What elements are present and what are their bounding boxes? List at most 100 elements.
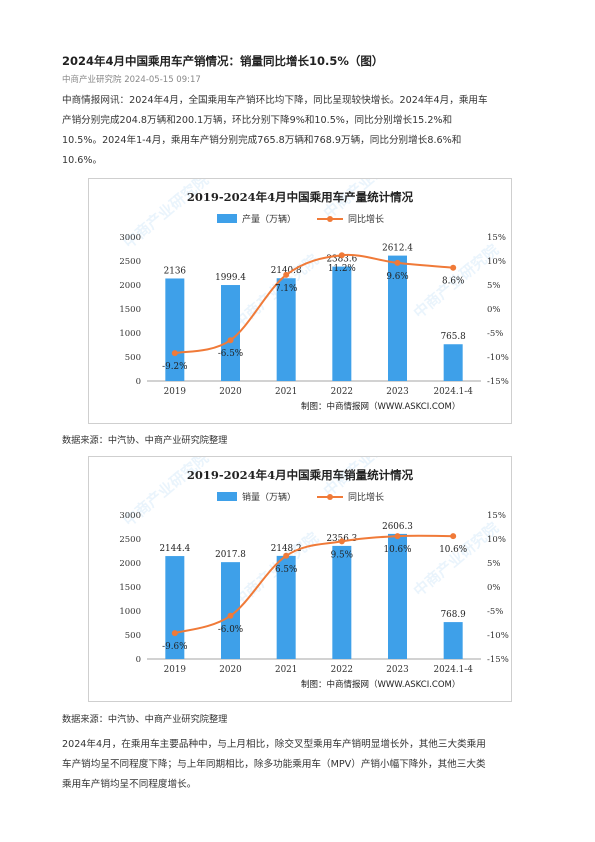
x-tick-label: 2022 <box>331 387 353 397</box>
intro-line: 产销分别完成204.8万辆和200.1万辆，环比分别下降9%和10.5%，同比分… <box>62 115 453 126</box>
y-tick-right: -5% <box>487 607 503 617</box>
growth-point <box>227 612 234 619</box>
growth-value-label: -6.5% <box>218 349 243 359</box>
y-tick-left: 500 <box>125 631 141 641</box>
y-tick-right: 5% <box>487 559 501 569</box>
outro-paragraph: 2024年4月，在乘用车主要品种中，与上月相比，除交叉型乘用车产销明显增长外，其… <box>62 735 540 795</box>
growth-value-label: -9.2% <box>162 362 187 372</box>
growth-point <box>338 538 345 545</box>
bar <box>276 555 296 659</box>
bar <box>388 255 407 381</box>
y-tick-left: 2000 <box>119 559 141 569</box>
bar-value-label: 2383.6 <box>326 255 357 265</box>
outro-line: 车产销均呈不同程度下降；与上年同期相比，除多功能乘用车（MPV）产销小幅下降外，… <box>62 759 486 770</box>
x-tick-label: 2024.1-4 <box>433 665 473 675</box>
outro-line: 2024年4月，在乘用车主要品种中，与上月相比，除交叉型乘用车产销明显增长外，其… <box>62 739 486 750</box>
production-chart: 中商产业研究院 中商产业研究院 中商产业研究院 中商产业研究院 2019-2024年4月… <box>88 178 512 424</box>
outro-line: 乘用车产销均呈不同程度增长。 <box>62 779 197 790</box>
growth-value-label: 10.6% <box>384 545 412 555</box>
intro-line: 中商情报网讯：2024年4月，全国乘用车产销环比均下降，同比呈现较快增长。202… <box>62 95 488 106</box>
x-tick-label: 2023 <box>386 387 408 397</box>
bar <box>165 278 185 381</box>
y-tick-left: 0 <box>136 377 141 387</box>
legend-bar-swatch <box>217 214 237 223</box>
intro-line: 10.5%。2024年1-4月，乘用车产销分别完成765.8万辆和768.9万辆… <box>62 135 462 146</box>
sales-chart: 中商产业研究院 中商产业研究院 中商产业研究院 中商产业研究院 2019-2024年4月… <box>88 456 512 702</box>
y-tick-right: -10% <box>487 353 509 363</box>
bar-value-label: 2606.3 <box>382 522 413 532</box>
growth-value-label: 7.1% <box>275 284 297 294</box>
x-tick-label: 2021 <box>275 387 297 397</box>
growth-value-label: -9.6% <box>162 642 187 652</box>
y-tick-right: 10% <box>487 257 506 267</box>
y-tick-right: -10% <box>487 631 509 641</box>
y-tick-left: 2000 <box>119 281 141 291</box>
growth-point <box>171 350 178 357</box>
growth-value-label: 10.6% <box>439 545 467 555</box>
y-tick-right: 15% <box>487 511 506 521</box>
y-tick-left: 500 <box>125 353 141 363</box>
growth-point <box>394 259 401 266</box>
legend-line-marker <box>327 494 333 500</box>
x-tick-label: 2019 <box>164 665 186 675</box>
bar-value-label: 2136 <box>164 266 187 276</box>
y-tick-left: 0 <box>136 655 141 665</box>
bar <box>332 545 352 659</box>
bar <box>332 266 352 381</box>
y-tick-left: 2500 <box>119 535 141 545</box>
bar <box>443 344 463 381</box>
y-tick-left: 1500 <box>119 583 141 593</box>
legend-bar-label: 销量（万辆） <box>242 491 296 503</box>
legend-bar-label: 产量（万辆） <box>242 213 296 225</box>
article-title: 2024年4月中国乘用车产销情况：销量同比增长10.5%（图） <box>62 54 384 68</box>
x-tick-label: 2021 <box>275 665 297 675</box>
chart-title: 2019-2024年4月中国乘用车销量统计情况 <box>187 468 414 482</box>
y-tick-right: 0% <box>487 583 501 593</box>
growth-value-label: -6.0% <box>218 625 243 635</box>
y-tick-left: 1500 <box>119 305 141 315</box>
intro-paragraph: 中商情报网讯：2024年4月，全国乘用车产销环比均下降，同比呈现较快增长。202… <box>62 91 540 171</box>
bar-value-label: 1999.4 <box>215 273 246 283</box>
bar <box>165 556 185 659</box>
y-tick-right: 5% <box>487 281 501 291</box>
legend-bar-swatch <box>217 492 237 501</box>
growth-value-label: 6.5% <box>275 565 297 575</box>
growth-point <box>450 264 457 271</box>
chart-credit: 制图：中商情报网（WWW.ASKCI.COM） <box>301 401 460 412</box>
intro-line: 10.6%。 <box>62 155 103 166</box>
growth-point <box>227 337 234 344</box>
bar <box>443 622 463 659</box>
chart-credit: 制图：中商情报网（WWW.ASKCI.COM） <box>301 679 460 690</box>
bar-value-label: 2144.4 <box>159 544 190 554</box>
growth-point <box>283 271 290 278</box>
growth-point <box>394 533 401 540</box>
x-tick-label: 2019 <box>164 387 186 397</box>
y-tick-right: -15% <box>487 655 509 665</box>
y-tick-left: 1000 <box>119 607 141 617</box>
legend-line-label: 同比增长 <box>348 491 384 503</box>
y-tick-right: -5% <box>487 329 503 339</box>
y-tick-left: 3000 <box>119 511 141 521</box>
y-tick-left: 2500 <box>119 257 141 267</box>
growth-value-label: 8.6% <box>442 277 464 287</box>
y-tick-right: 15% <box>487 233 506 243</box>
bar-value-label: 765.8 <box>441 332 466 342</box>
x-tick-label: 2024.1-4 <box>433 387 473 397</box>
growth-point <box>450 533 457 540</box>
legend-line-label: 同比增长 <box>348 213 384 225</box>
article-meta: 中商产业研究院 2024-05-15 09:17 <box>62 75 201 85</box>
bar <box>276 278 296 381</box>
growth-value-label: 11.2% <box>328 264 356 274</box>
bar-value-label: 2612.4 <box>382 244 413 254</box>
y-tick-right: 10% <box>487 535 506 545</box>
chart-source: 数据来源：中汽协、中商产业研究院整理 <box>62 435 228 446</box>
y-tick-right: -15% <box>487 377 509 387</box>
bar-value-label: 768.9 <box>441 610 466 620</box>
chart-title: 2019-2024年4月中国乘用车产量统计情况 <box>187 190 414 204</box>
bar-value-label: 2017.8 <box>215 550 246 560</box>
y-tick-right: 0% <box>487 305 501 315</box>
x-tick-label: 2020 <box>219 665 242 675</box>
legend-line-marker <box>327 216 333 222</box>
y-tick-left: 1000 <box>119 329 141 339</box>
